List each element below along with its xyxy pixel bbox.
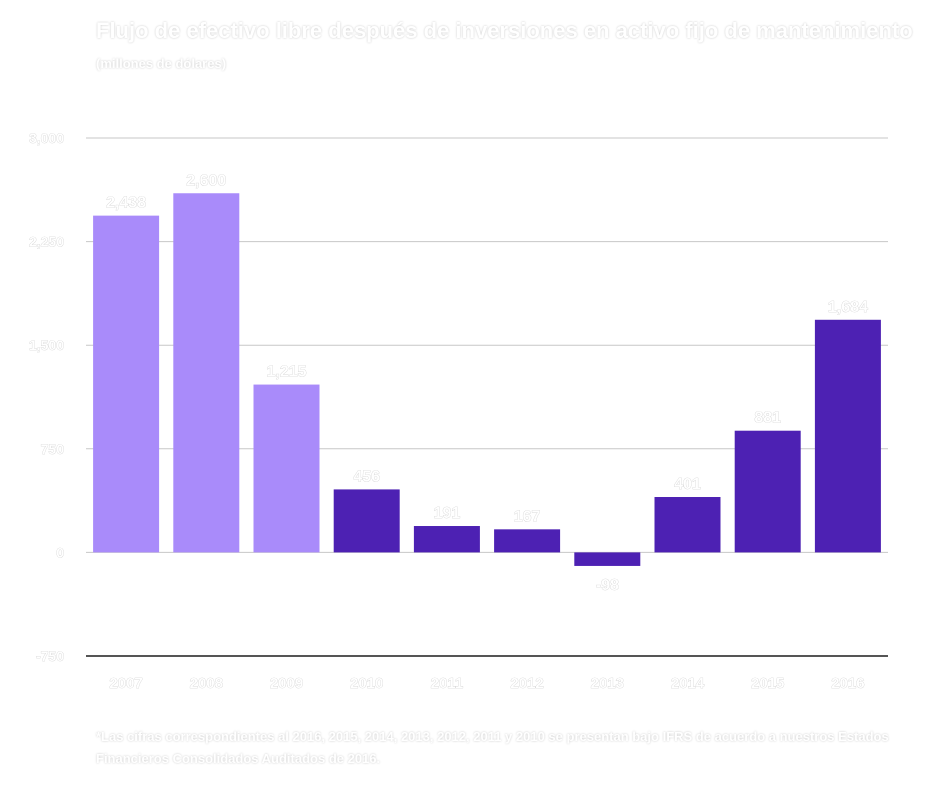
bar-2014	[654, 497, 721, 553]
bar-2015	[734, 430, 801, 553]
y-tick-label: -750	[36, 648, 64, 664]
bar-2010	[333, 489, 400, 553]
data-label-2007: 2,438	[106, 195, 146, 212]
chart-title: Flujo de efectivo libre después de inver…	[96, 18, 913, 43]
x-tick-label: 2010	[350, 675, 383, 692]
bar-2008	[173, 193, 240, 553]
data-label-2015: 881	[754, 410, 781, 427]
y-tick-label: 3,000	[29, 130, 64, 146]
x-tick-label: 2011	[431, 675, 464, 692]
bar-2016	[814, 319, 881, 553]
data-label-2010: 456	[353, 468, 380, 485]
footnote: *Las cifras correspondientes al 2016, 20…	[96, 729, 889, 766]
x-tick-label: 2012	[510, 675, 543, 692]
data-label-2009: 1,215	[266, 364, 306, 381]
x-tick-label: 2014	[671, 675, 705, 692]
y-tick-label: 750	[41, 441, 65, 457]
x-tick-label: 2016	[831, 675, 864, 692]
chart-subtitle: (millones de dólares)	[96, 56, 227, 71]
x-tick-label: 2009	[270, 675, 303, 692]
y-tick-label: 0	[56, 544, 64, 560]
bar-chart: 3,000 2,250 1,500 750 0 -750 2,438 2,600 1,215 4…	[29, 130, 888, 693]
bar-2012	[494, 529, 561, 553]
data-label-2013: -98	[596, 577, 619, 594]
bars	[93, 193, 881, 566]
y-tick-label: 1,500	[29, 337, 64, 353]
x-tick-label: 2007	[109, 675, 142, 692]
data-labels: 2,438 2,600 1,215 456 191 167 -98 401 881 1,684	[106, 172, 869, 594]
bar-2009	[253, 384, 320, 553]
y-tick-label: 2,250	[29, 234, 64, 250]
x-tick-label: 2013	[591, 675, 624, 692]
bar-2007	[93, 215, 160, 553]
data-label-2016: 1,684	[828, 299, 868, 316]
data-label-2008: 2,600	[186, 172, 226, 189]
x-tick-label: 2015	[751, 675, 784, 692]
data-label-2012: 167	[514, 508, 541, 525]
bar-2013	[574, 552, 641, 566]
bar-2011	[413, 526, 480, 553]
x-axis-ticks: 2007 2008 2009 2010 2011 2012 2013 2014 2015 2016	[109, 675, 865, 693]
data-label-2014: 401	[674, 476, 701, 493]
data-label-2011: 191	[434, 505, 461, 522]
x-tick-label: 2008	[190, 675, 223, 692]
y-axis-ticks: 3,000 2,250 1,500 750 0 -750	[29, 130, 65, 665]
